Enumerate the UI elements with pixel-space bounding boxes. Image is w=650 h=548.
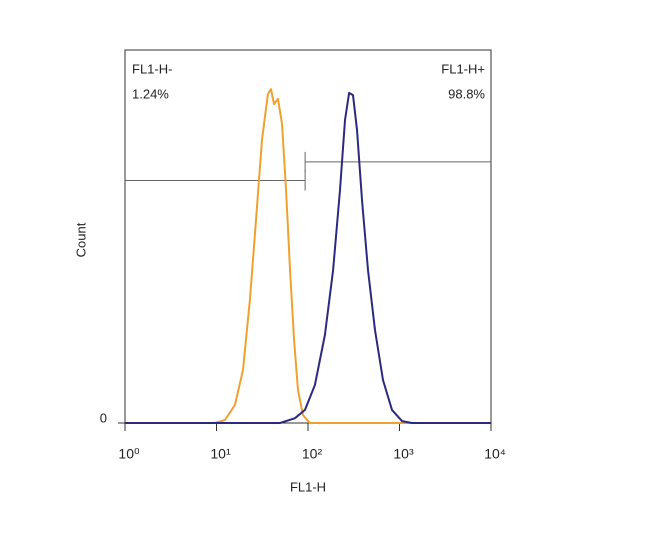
gate-label: FL1-H+ — [441, 61, 485, 76]
histogram-line — [125, 88, 491, 424]
x-tick-label: 10¹ — [210, 446, 231, 462]
y-tick-label: 0 — [100, 410, 107, 425]
x-tick-label: 10⁴ — [484, 446, 506, 462]
x-tick-label: 10⁰ — [118, 446, 140, 462]
gate-percent: 98.8% — [448, 86, 485, 101]
gate-label: FL1-H- — [132, 61, 172, 76]
y-axis-label: Count — [73, 222, 88, 257]
histogram-line — [125, 91, 491, 424]
plot-frame — [124, 49, 492, 424]
x-tick-label: 10² — [302, 446, 323, 462]
x-tick-label: 10³ — [393, 446, 414, 462]
gate-percent: 1.24% — [132, 86, 169, 101]
x-axis-label: FL1-H — [290, 479, 326, 494]
